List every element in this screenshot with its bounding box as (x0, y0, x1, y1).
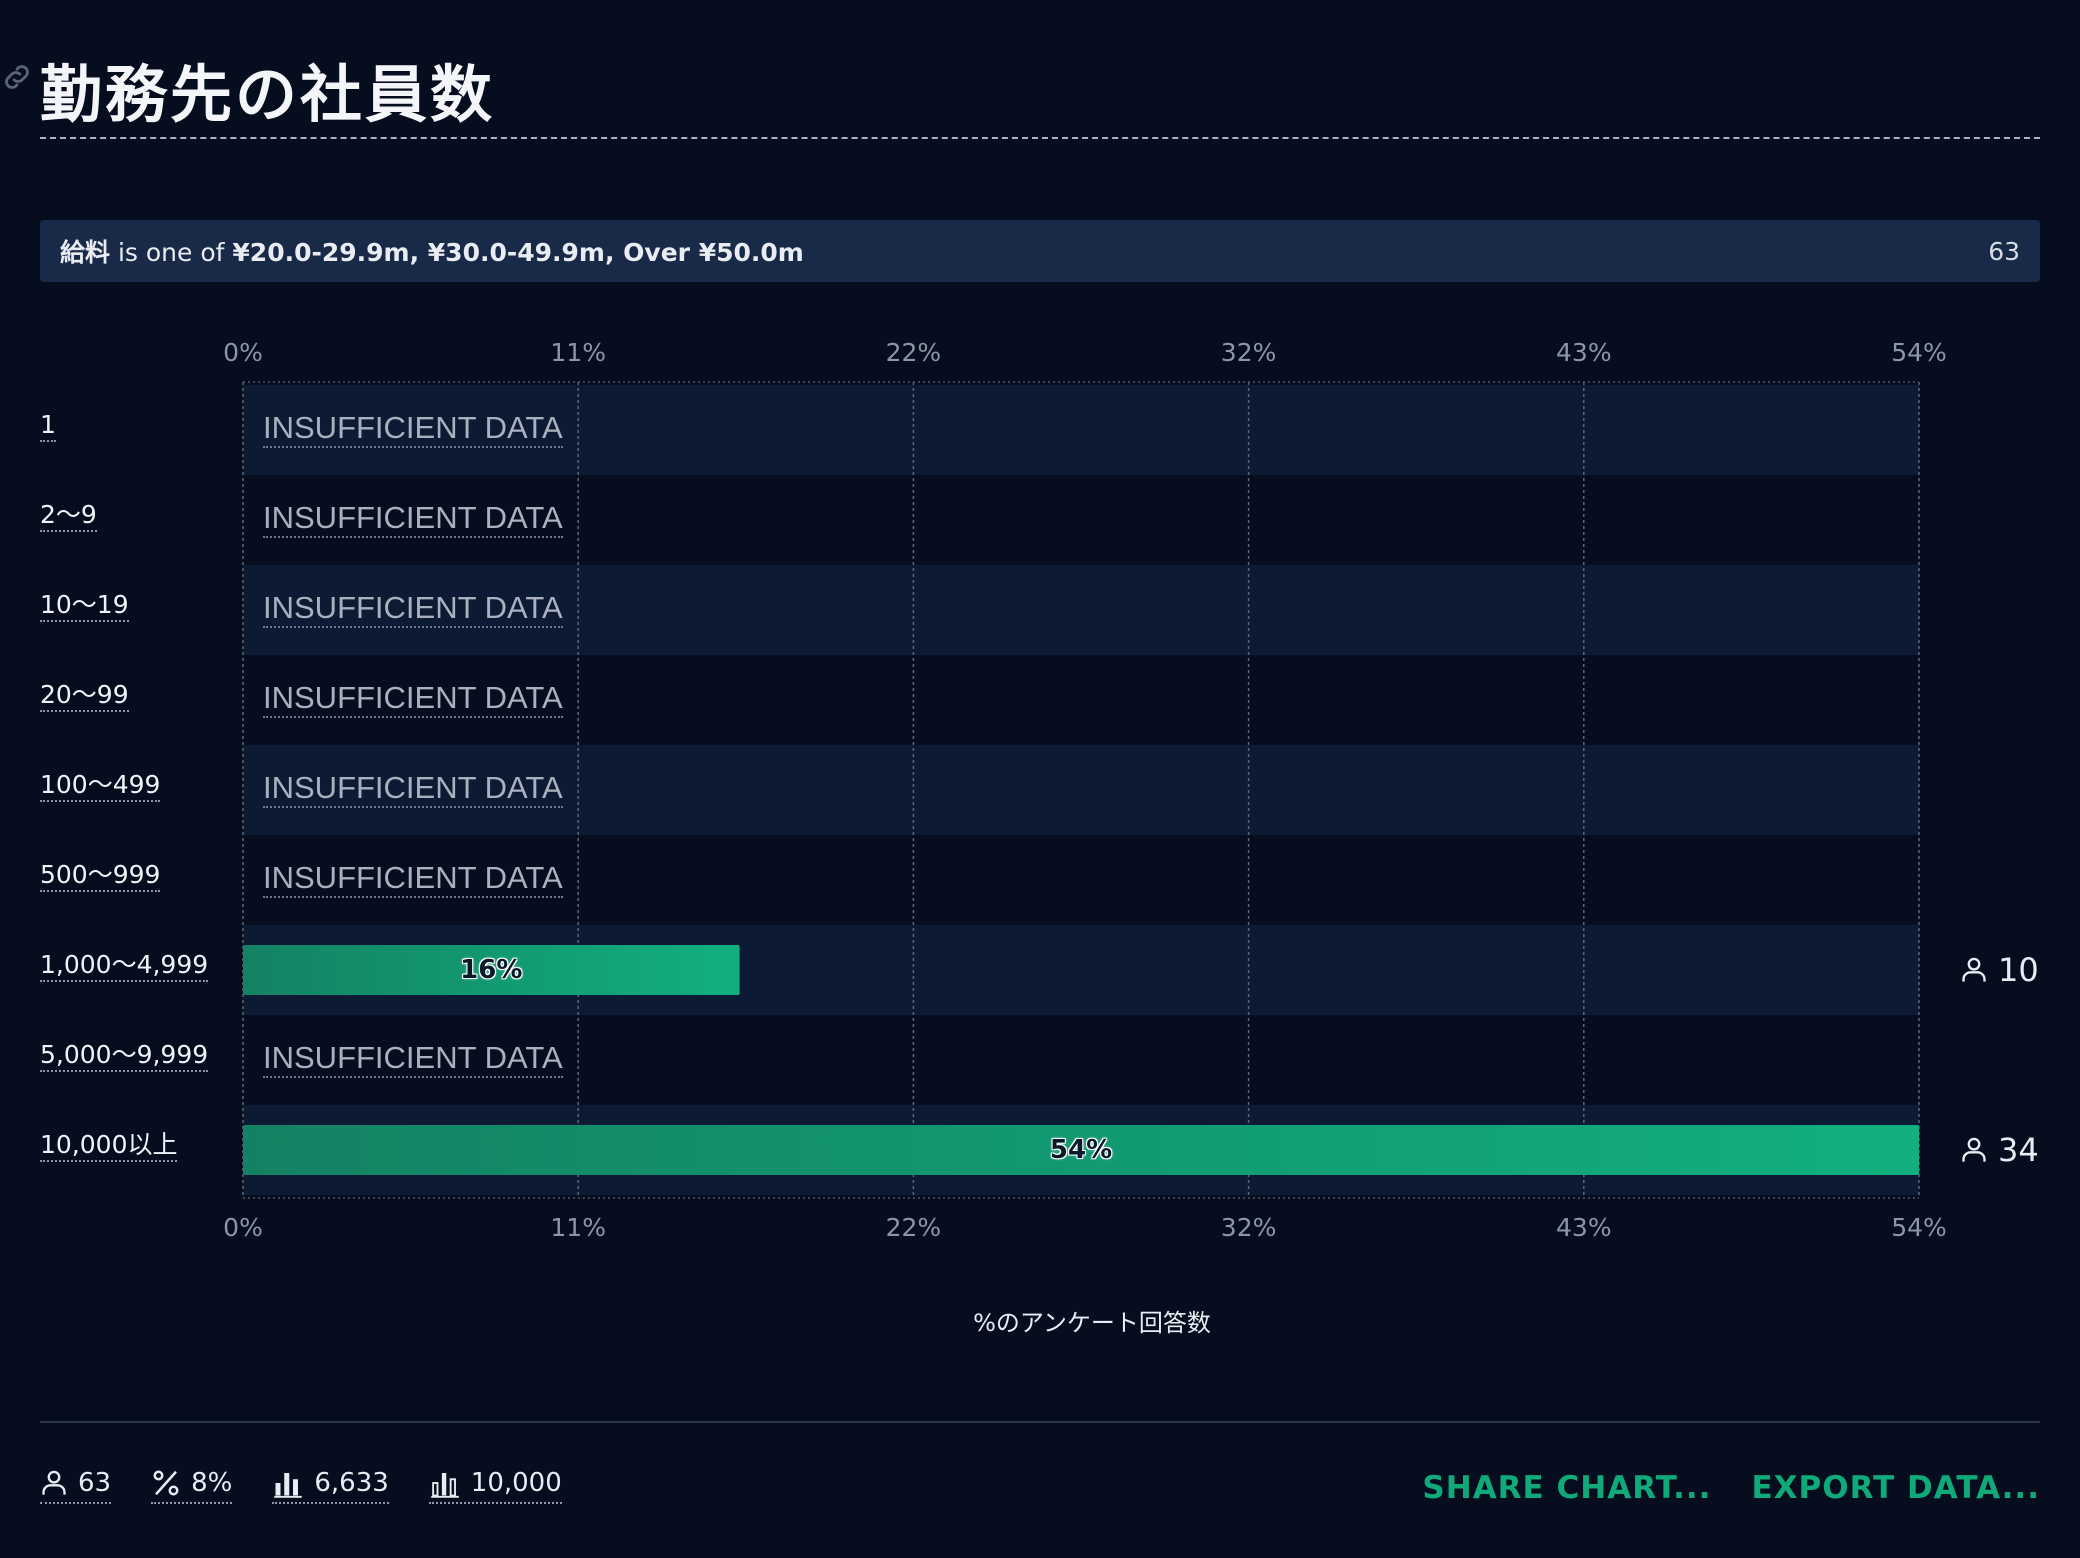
row-band (243, 565, 1919, 655)
user-icon (1962, 957, 1986, 982)
x-tick-top: 54% (1891, 338, 1947, 367)
share-chart-button[interactable]: SHARE CHART... (1422, 1470, 1712, 1506)
percent-stat[interactable]: 8% (151, 1468, 233, 1504)
bar-value-label: 54% (1049, 1135, 1113, 1165)
filter-field: 給料 (60, 238, 111, 267)
page-title: 勤務先の社員数 (40, 58, 496, 131)
category-label[interactable]: 5,000〜9,999 (40, 1040, 209, 1072)
respondents-value: 63 (78, 1468, 112, 1498)
user-icon (42, 1470, 66, 1495)
category-label[interactable]: 10,000以上 (40, 1130, 178, 1162)
x-tick-top: 43% (1556, 338, 1612, 367)
title-divider (40, 137, 2040, 139)
total-value: 6,633 (314, 1468, 389, 1498)
category-label[interactable]: 2〜9 (40, 500, 97, 532)
x-tick-bottom: 0% (223, 1213, 263, 1242)
bar (243, 1125, 1919, 1175)
category-label[interactable]: 1 (40, 410, 56, 442)
x-tick-bottom: 32% (1220, 1213, 1277, 1242)
respondent-count: 34 (1960, 1131, 2039, 1169)
bar-value-label: 16% (460, 955, 523, 985)
x-tick-top: 0% (223, 338, 263, 367)
x-tick-top: 22% (885, 338, 942, 367)
category-label[interactable]: 500〜999 (40, 860, 161, 892)
filter-operator: is one of (117, 238, 225, 267)
percent-icon (153, 1470, 179, 1496)
x-tick-bottom: 11% (550, 1213, 606, 1242)
category-label[interactable]: 100〜499 (40, 770, 161, 802)
filter-description: 給料 is one of ¥20.0-29.9m, ¥30.0-49.9m, O… (60, 233, 804, 269)
bar (243, 945, 740, 995)
respondent-count-value: 34 (1998, 1131, 2039, 1169)
x-tick-bottom: 22% (885, 1213, 942, 1242)
threshold-stat[interactable]: 10,000 (428, 1468, 562, 1504)
filter-count: 63 (1988, 236, 2020, 266)
export-data-button[interactable]: EXPORT DATA... (1751, 1470, 2040, 1506)
x-tick-top: 11% (550, 338, 606, 367)
insufficient-data-label: INSUFFICIENT DATA (263, 680, 563, 718)
respondents-stat[interactable]: 63 (40, 1468, 112, 1504)
stats-bar: 63 8% 6,633 10,000 (40, 1468, 562, 1504)
x-tick-bottom: 43% (1556, 1213, 1612, 1242)
row-band (243, 385, 1919, 475)
threshold-value: 10,000 (470, 1468, 562, 1498)
insufficient-data-label: INSUFFICIENT DATA (263, 860, 563, 898)
chart-actions: SHARE CHART... EXPORT DATA... (1422, 1470, 2040, 1506)
title-row: 勤務先の社員数 (5, 40, 2040, 140)
filter-bar[interactable]: 給料 is one of ¥20.0-29.9m, ¥30.0-49.9m, O… (40, 220, 2040, 282)
insufficient-data-label: INSUFFICIENT DATA (263, 500, 563, 538)
x-tick-top: 32% (1220, 338, 1277, 367)
category-label[interactable]: 10〜19 (40, 590, 129, 622)
x-axis-title: %のアンケート回答数 (973, 1309, 1211, 1337)
category-label[interactable]: 1,000〜4,999 (40, 950, 209, 982)
total-stat[interactable]: 6,633 (272, 1468, 389, 1504)
respondent-count-value: 10 (1998, 951, 2039, 989)
category-label[interactable]: 20〜99 (40, 680, 129, 712)
bar-chart-outline-icon (431, 1473, 459, 1498)
filter-values: ¥20.0-29.9m, ¥30.0-49.9m, Over ¥50.0m (232, 238, 804, 267)
bar-chart-icon (274, 1473, 303, 1498)
footer-divider (40, 1421, 2040, 1423)
respondent-count: 10 (1960, 951, 2039, 989)
row-band (243, 745, 1919, 835)
link-icon[interactable] (0, 60, 34, 94)
user-icon (1962, 1137, 1986, 1162)
insufficient-data-label: INSUFFICIENT DATA (263, 410, 563, 448)
insufficient-data-label: INSUFFICIENT DATA (263, 770, 563, 808)
insufficient-data-label: INSUFFICIENT DATA (263, 590, 563, 628)
x-tick-bottom: 54% (1891, 1213, 1947, 1242)
insufficient-data-label: INSUFFICIENT DATA (263, 1040, 563, 1078)
percent-value: 8% (191, 1468, 233, 1498)
